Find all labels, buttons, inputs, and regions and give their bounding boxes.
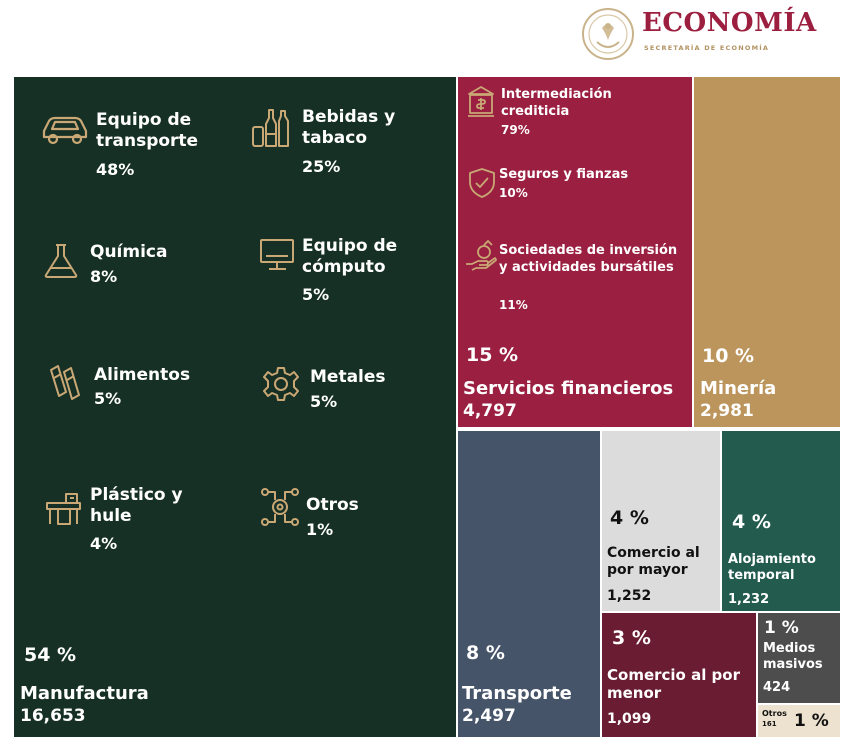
brand-subtitle: SECRETARÍA DE ECONOMÍA xyxy=(644,44,770,52)
sector-value: 2,497 xyxy=(462,706,516,726)
treemap-tile-mineria: 10 % Minería 2,981 xyxy=(694,77,840,427)
treemap-tile-otros: Otros 161 1 % xyxy=(758,705,840,737)
treemap-tile-comercio-mayor: 4 % Comercio al por mayor 1,252 xyxy=(602,431,720,611)
cans-icon xyxy=(46,362,86,402)
breakdown-pct: 10% xyxy=(499,186,528,200)
breakdown-label: Sociedades de inversión y actividades bu… xyxy=(499,243,678,275)
treemap-tile-alojamiento: 4 % Alojamiento temporal 1,232 xyxy=(722,431,840,611)
sector-share: 10 % xyxy=(702,345,755,367)
treemap-tile-comercio-menor: 3 % Comercio al por menor 1,099 xyxy=(602,613,756,737)
factory-icon xyxy=(44,489,84,527)
sector-value: 4,797 xyxy=(463,401,517,421)
breakdown-pct: 5% xyxy=(302,285,330,304)
sector-share: 1 % xyxy=(794,711,829,731)
breakdown-label: Plástico y hule xyxy=(90,485,183,526)
sector-name: Transporte xyxy=(462,683,572,704)
bank-icon xyxy=(466,85,496,119)
breakdown-label: Seguros y fianzas xyxy=(499,167,629,182)
breakdown-pct: 25% xyxy=(302,157,341,176)
car-icon xyxy=(40,115,90,147)
sector-name: Otros xyxy=(762,709,787,718)
treemap-tile-transporte: 8 % Transporte 2,497 xyxy=(458,431,600,737)
sector-share: 15 % xyxy=(466,344,519,366)
bottles-icon xyxy=(250,107,292,149)
treemap-tile-manufactura: Equipo de transporte 48% Bebidas y tabac… xyxy=(14,77,456,737)
breakdown-pct: 5% xyxy=(94,389,122,408)
breakdown-pct: 1% xyxy=(306,520,334,539)
treemap-tile-servicios-financieros: Intermediación crediticia 79% Seguros y … xyxy=(458,77,692,427)
seal-icon xyxy=(582,8,634,60)
sector-value: 16,653 xyxy=(20,706,86,726)
sector-share: 54 % xyxy=(24,644,77,666)
breakdown-label: Bebidas y tabaco xyxy=(302,107,396,148)
breakdown-pct: 5% xyxy=(310,392,338,411)
sector-value: 1,232 xyxy=(728,592,770,607)
treemap-tile-medios: 1 % Medios masivos 424 xyxy=(758,613,840,703)
breakdown-pct: 11% xyxy=(499,298,528,312)
breakdown-pct: 8% xyxy=(90,267,118,286)
sector-value: 1,099 xyxy=(607,711,652,727)
breakdown-label: Metales xyxy=(310,367,386,387)
shield-check-icon xyxy=(468,167,496,199)
brand-title: ECONOMÍA xyxy=(642,8,817,38)
breakdown-label: Alimentos xyxy=(94,365,191,385)
sector-value: 2,981 xyxy=(700,401,754,421)
sector-share: 3 % xyxy=(612,627,651,649)
hand-coin-icon xyxy=(464,240,498,274)
sector-value: 1,252 xyxy=(607,588,652,604)
sector-share: 4 % xyxy=(610,507,649,529)
flask-icon xyxy=(42,242,80,280)
sector-name: Servicios financieros xyxy=(463,378,674,399)
breakdown-label: Equipo de cómputo xyxy=(302,236,398,277)
sector-share: 4 % xyxy=(732,511,771,533)
sector-value: 161 xyxy=(762,720,777,728)
gear-icon xyxy=(262,365,300,403)
sector-name: Comercio al por menor xyxy=(607,666,741,702)
breakdown-pct: 48% xyxy=(96,160,135,179)
sector-name: Minería xyxy=(700,378,777,399)
breakdown-label: Química xyxy=(90,242,168,262)
sector-name: Alojamiento temporal xyxy=(728,552,816,584)
breakdown-pct: 4% xyxy=(90,534,118,553)
header: ECONOMÍA SECRETARÍA DE ECONOMÍA xyxy=(580,6,840,64)
breakdown-label: Equipo de transporte xyxy=(96,110,199,151)
breakdown-pct: 79% xyxy=(501,123,530,137)
sector-name: Manufactura xyxy=(20,683,149,704)
sector-name: Medios masivos xyxy=(763,641,823,672)
breakdown-label: Intermediación crediticia xyxy=(501,87,612,119)
breakdown-label: Otros xyxy=(306,495,359,515)
sector-value: 424 xyxy=(763,680,791,695)
network-gear-icon xyxy=(260,487,300,527)
computer-icon xyxy=(258,237,298,273)
sector-share: 1 % xyxy=(764,618,799,638)
sector-name: Comercio al por mayor xyxy=(607,545,700,578)
sector-share: 8 % xyxy=(466,642,505,664)
